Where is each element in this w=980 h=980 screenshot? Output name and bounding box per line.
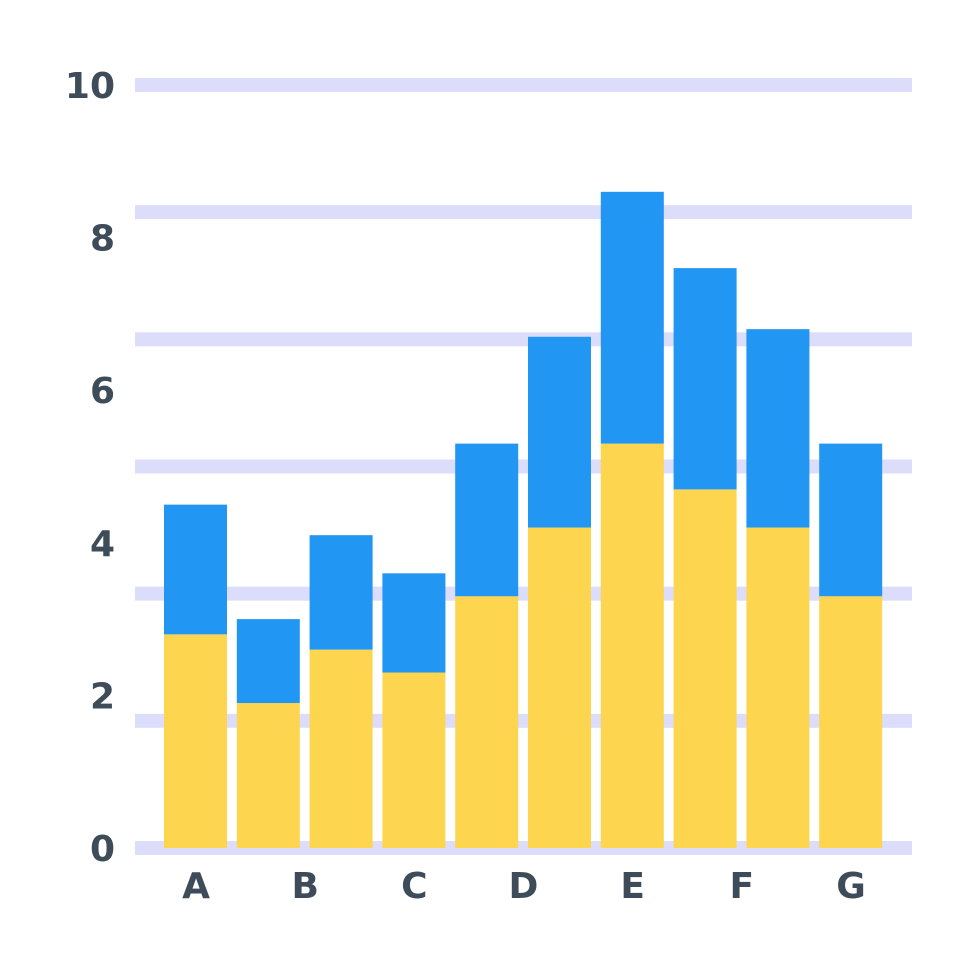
bars [164, 191, 883, 848]
y-tick-label: 4 [90, 524, 115, 565]
bar-lower-segment [236, 703, 300, 848]
bar-upper-segment [600, 191, 664, 444]
y-axis-ticks: 0 2 4 6 8 10 [65, 66, 115, 870]
y-tick-label: 0 [90, 829, 115, 870]
y-tick-label: 10 [65, 66, 115, 107]
bar-lower-segment [164, 634, 227, 848]
bar-lower-segment [819, 596, 883, 848]
x-axis-ticks: A B C D E F G [182, 866, 866, 907]
bar-upper-segment [309, 535, 373, 650]
bar-lower-segment [309, 649, 373, 848]
x-tick-label: G [836, 866, 866, 907]
y-tick-label: 8 [90, 219, 115, 260]
bar-upper-segment [746, 329, 810, 528]
bar-lower-segment [528, 527, 591, 848]
bar-upper-segment [236, 619, 300, 704]
x-tick-label: B [291, 866, 318, 907]
bar-lower-segment [382, 672, 446, 848]
bar-upper-segment [673, 268, 737, 490]
bar-lower-segment [600, 443, 664, 848]
bar-upper-segment [382, 573, 446, 673]
bar-lower-segment [746, 527, 810, 848]
x-tick-label: C [401, 866, 427, 907]
x-tick-label: A [182, 866, 210, 907]
y-tick-label: 6 [90, 371, 115, 412]
x-tick-label: E [620, 866, 645, 907]
x-tick-label: F [730, 866, 755, 907]
y-tick-label: 2 [90, 676, 115, 717]
bar-upper-segment [164, 504, 227, 635]
gridline [135, 205, 912, 220]
bar-upper-segment [455, 443, 519, 597]
bar-lower-segment [455, 596, 519, 848]
x-tick-label: D [509, 866, 539, 907]
gridline [135, 78, 912, 92]
bar-upper-segment [528, 336, 591, 528]
bar-upper-segment [819, 443, 883, 597]
bar-lower-segment [673, 489, 737, 848]
